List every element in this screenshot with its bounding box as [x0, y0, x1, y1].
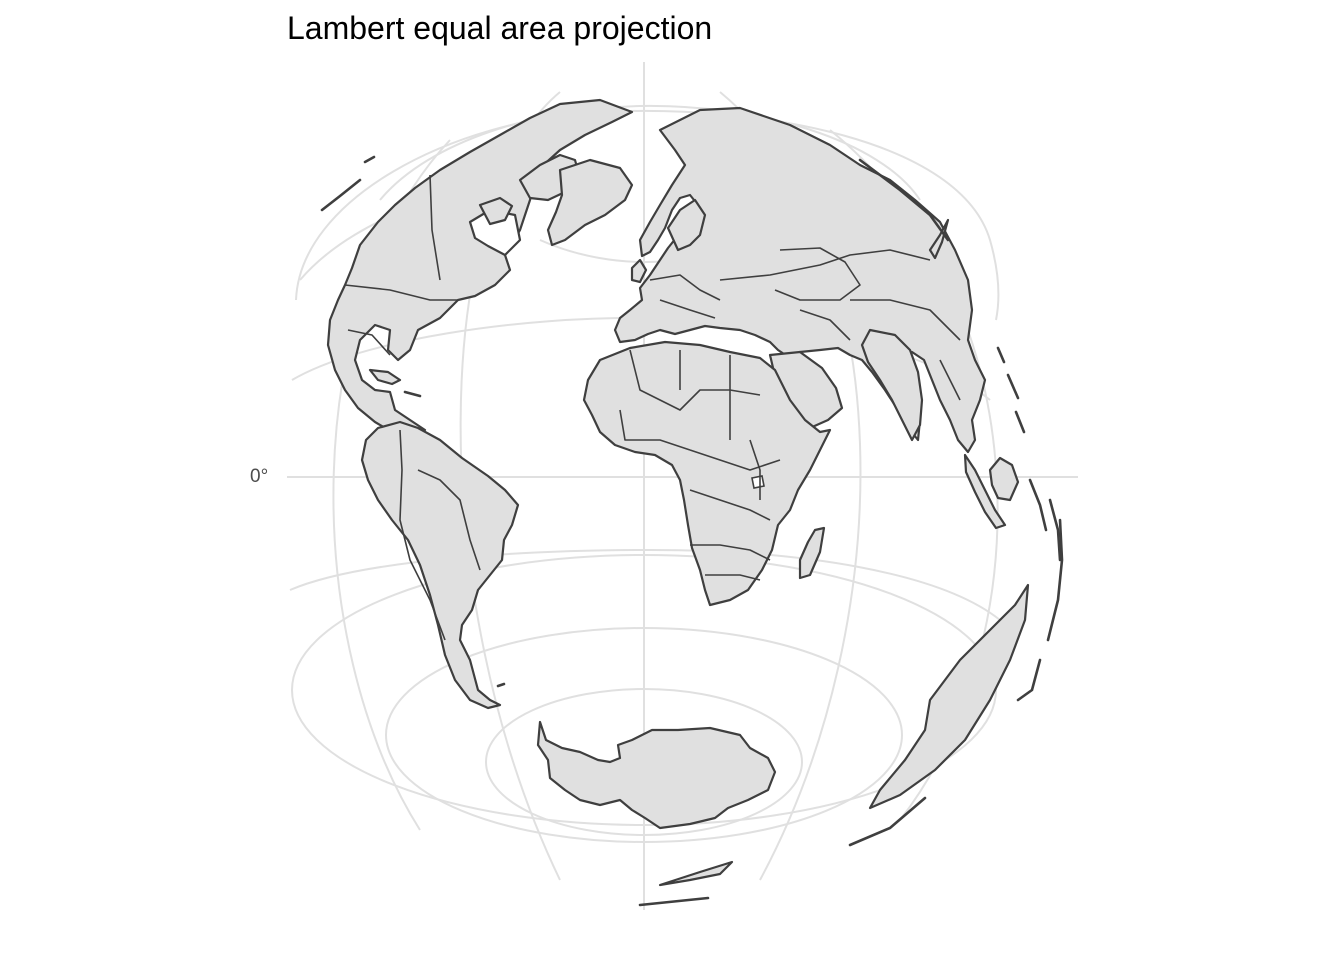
country-borders: [344, 174, 961, 641]
australia: [868, 583, 1030, 810]
latitude-axis-label: 0°: [250, 466, 269, 487]
cuba: [368, 368, 402, 386]
border-us-canada: [344, 284, 458, 301]
tasmania: [848, 796, 927, 847]
border-south-africa: [705, 574, 761, 581]
border-brazil: [417, 469, 481, 571]
north-america: [326, 98, 634, 437]
japan: [928, 218, 950, 260]
border-iran: [799, 309, 851, 341]
border-sahara-1: [629, 349, 761, 411]
border-central-africa: [689, 449, 781, 471]
graticule-parallel-south-30: [289, 548, 1001, 621]
southeast-asia-islands: [988, 456, 1020, 502]
landmasses: [320, 98, 1064, 907]
border-europe-1: [649, 274, 721, 301]
scandinavia: [666, 198, 707, 252]
border-kazakhstan: [774, 247, 861, 301]
border-southern-africa: [690, 544, 771, 561]
antarctica: [536, 720, 777, 830]
africa: [582, 340, 832, 607]
sumatra-java: [963, 453, 1007, 530]
indonesia-arc-2: [1048, 498, 1062, 562]
falkland-islands: [496, 682, 506, 688]
graticule-parallel-north-75: [379, 104, 921, 201]
far-east-arc-1: [996, 346, 1006, 364]
border-china: [850, 299, 961, 341]
border-southeast-asia: [939, 359, 961, 401]
south-pacific-arc: [1046, 518, 1064, 642]
border-mexico: [347, 329, 391, 356]
new-zealand-south: [638, 896, 710, 907]
new-zealand-arc: [1016, 658, 1042, 702]
arctic-fragment-2: [363, 155, 376, 164]
border-west-africa: [619, 409, 691, 451]
arctic-fragment-1: [320, 178, 362, 212]
south-america: [360, 420, 520, 710]
border-europe-2: [659, 299, 716, 319]
border-russia-south: [719, 249, 931, 281]
chart-title: Lambert equal area projection: [287, 10, 713, 46]
border-congo: [689, 489, 771, 521]
indonesia-arc-1: [1028, 478, 1048, 532]
border-east-africa: [749, 439, 761, 500]
british-isles: [630, 258, 648, 284]
graticule-parallel-south-75: [485, 688, 803, 836]
greenland: [546, 158, 634, 247]
border-andes: [399, 429, 446, 641]
far-east-arc-3: [1014, 410, 1026, 434]
madagascar: [798, 526, 826, 580]
border-alaska: [429, 174, 441, 281]
new-zealand: [658, 860, 734, 887]
caribbean-islands: [403, 390, 422, 398]
arctic-islands-2: [478, 196, 514, 226]
india: [860, 328, 924, 442]
graticule-parallel-south-60: [385, 627, 903, 843]
siberian-coast-arc: [858, 158, 950, 242]
lake-victoria: [751, 475, 765, 489]
far-east-arc-2: [1006, 373, 1020, 400]
